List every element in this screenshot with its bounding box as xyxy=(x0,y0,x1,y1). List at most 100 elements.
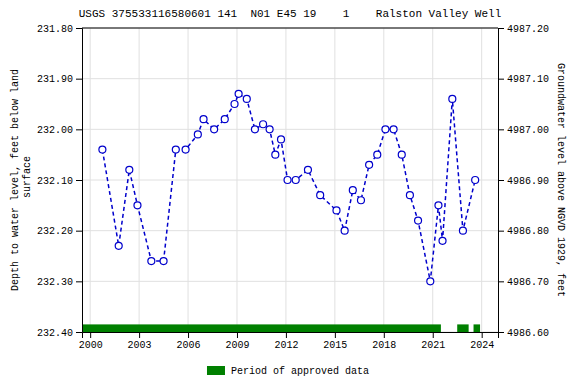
chart-container: 2000 2003 2006 2009 2012 2015 2018 2021 2024 231.… xyxy=(0,0,576,384)
data-point xyxy=(172,146,179,153)
tick-mark xyxy=(384,332,385,338)
data-point xyxy=(235,90,242,97)
data-point xyxy=(266,126,273,133)
grid-line-y xyxy=(82,281,498,282)
tick: 4987.10 xyxy=(498,74,549,85)
y-axis-label-line: Depth to water level, feet below land xyxy=(10,69,21,291)
tick-mark xyxy=(498,332,504,333)
data-point xyxy=(304,166,311,173)
data-point xyxy=(406,192,413,199)
tick-label: 2024 xyxy=(470,340,494,351)
data-point xyxy=(390,126,397,133)
y-axis-label: Depth to water level, feet below land su… xyxy=(10,69,33,291)
tick-label: 232.00 xyxy=(37,125,73,136)
frame-line xyxy=(82,28,498,29)
y2-axis-label: Groundwater level above NGVD 1929, feet xyxy=(555,63,566,297)
data-point xyxy=(374,151,381,158)
tick: 2024 xyxy=(470,332,494,351)
tick-mark xyxy=(76,231,82,232)
tick: 2015 xyxy=(323,332,347,351)
tick-mark xyxy=(498,231,504,232)
chart: 2000 2003 2006 2009 2012 2015 2018 2021 2024 231.… xyxy=(0,0,576,384)
tick-mark xyxy=(188,332,189,338)
data-point xyxy=(99,146,106,153)
tick-mark xyxy=(335,332,336,338)
tick-mark xyxy=(237,332,238,338)
tick-label: 232.20 xyxy=(37,226,73,237)
tick-label: 4986.80 xyxy=(507,226,549,237)
tick-mark xyxy=(498,79,504,80)
data-point xyxy=(221,116,228,123)
period-bar xyxy=(474,324,481,332)
tick-label: 2009 xyxy=(225,340,249,351)
tick: 4987.00 xyxy=(498,125,549,136)
data-point xyxy=(382,126,389,133)
tick-label: 4987.00 xyxy=(507,125,549,136)
tick-mark xyxy=(482,332,483,338)
tick: 2009 xyxy=(225,332,249,351)
tick: 232.40 xyxy=(37,328,82,339)
data-point xyxy=(272,151,279,158)
tick: 232.20 xyxy=(37,226,82,237)
data-point xyxy=(200,116,207,123)
data-point xyxy=(194,131,201,138)
data-point xyxy=(284,177,291,184)
axis-line xyxy=(83,333,499,339)
tick: 2000 xyxy=(79,332,103,351)
tick-label: 2021 xyxy=(421,340,445,351)
tick-mark xyxy=(76,180,82,181)
tick-mark xyxy=(498,180,504,181)
tick-label: 231.80 xyxy=(37,24,73,35)
legend-swatch xyxy=(207,366,225,375)
grid-line-y xyxy=(82,78,498,79)
grid-line-y xyxy=(82,28,498,29)
data-point xyxy=(126,166,133,173)
legend: Period of approved data xyxy=(207,366,369,377)
marks xyxy=(82,90,480,332)
plot-area: 2000 2003 2006 2009 2012 2015 2018 2021 2024 231.… xyxy=(10,24,566,351)
tick-label: 4987.10 xyxy=(507,74,549,85)
tick: 2003 xyxy=(128,332,152,351)
data-point xyxy=(160,258,167,265)
data-point xyxy=(333,207,340,214)
tick-mark xyxy=(76,332,82,333)
data-point xyxy=(435,202,442,209)
grid-line-y xyxy=(82,129,498,130)
tick: 232.00 xyxy=(37,125,82,136)
grid xyxy=(82,28,498,332)
data-point xyxy=(415,217,422,224)
period-bar xyxy=(82,324,441,332)
data-point xyxy=(472,177,479,184)
tick: 2012 xyxy=(274,332,298,351)
data-point xyxy=(211,126,218,133)
tick: 2006 xyxy=(177,332,201,351)
tick: 4986.80 xyxy=(498,226,549,237)
tick-mark xyxy=(90,332,91,338)
tick-label: 2003 xyxy=(128,340,152,351)
tick-label: 2006 xyxy=(177,340,201,351)
tick-label: 232.40 xyxy=(37,328,73,339)
legend-label: Period of approved data xyxy=(231,366,369,377)
tick-label: 2018 xyxy=(372,340,396,351)
data-point xyxy=(427,278,434,285)
data-point xyxy=(231,101,238,108)
period-bar xyxy=(457,324,468,332)
data-point xyxy=(243,95,250,102)
tick-label: 4986.70 xyxy=(507,277,549,288)
tick: 232.30 xyxy=(37,277,82,288)
tick: 2021 xyxy=(421,332,445,351)
data-point xyxy=(357,197,364,204)
tick-label: 232.10 xyxy=(37,176,73,187)
data-point xyxy=(260,121,267,128)
tick-mark xyxy=(498,281,504,282)
axis-line xyxy=(76,29,83,333)
data-point xyxy=(278,136,285,143)
tick-mark xyxy=(76,129,82,130)
tick: 4986.90 xyxy=(498,176,549,187)
tick: 231.80 xyxy=(37,24,82,35)
legend-item: Period of approved data xyxy=(207,366,369,377)
tick-label: 2000 xyxy=(79,340,103,351)
y2-axis: 4986.604986.704986.804986.904987.004987.… xyxy=(498,24,549,339)
tick: 4987.20 xyxy=(498,24,549,35)
tick-label: 232.30 xyxy=(37,277,73,288)
